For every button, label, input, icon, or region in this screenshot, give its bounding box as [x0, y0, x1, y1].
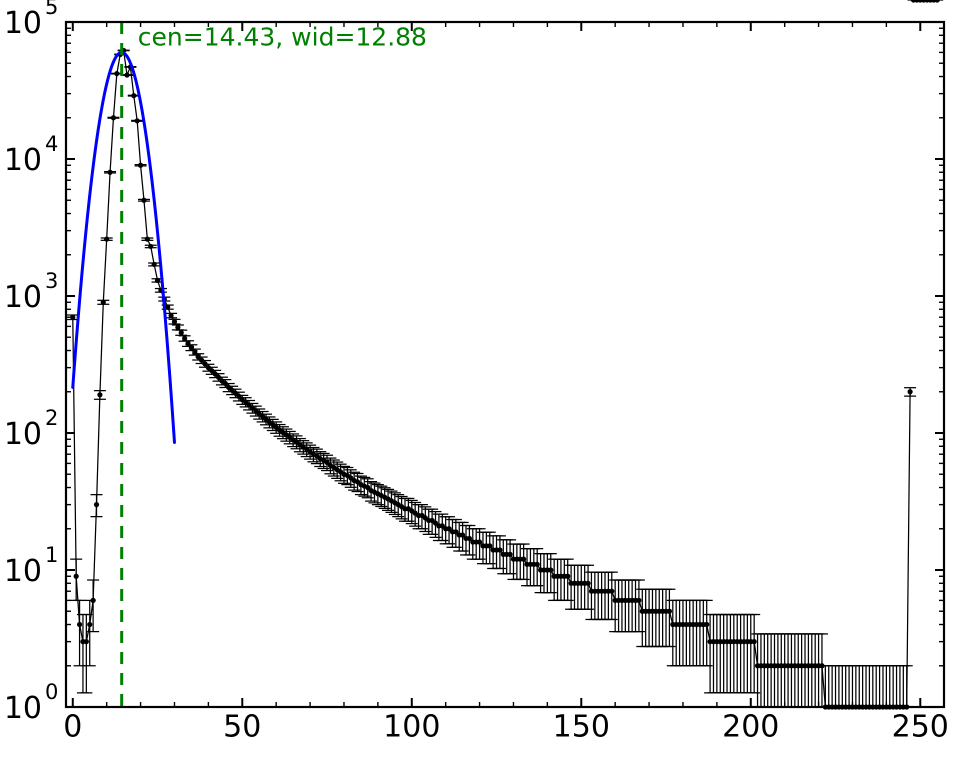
svg-text:5: 5	[45, 0, 58, 19]
svg-text:10: 10	[4, 417, 42, 452]
svg-text:10: 10	[4, 691, 42, 726]
x-tick-label: 150	[553, 710, 610, 745]
y-tick-label: 10 4	[4, 132, 59, 178]
svg-text:10: 10	[4, 6, 42, 41]
x-tick-label: 250	[892, 710, 949, 745]
axis-ticks	[66, 21, 944, 708]
fit-annotation: cen=14.43, wid=12.88	[138, 22, 427, 51]
gaussian-fit-curve	[71, 50, 176, 444]
svg-text:0: 0	[45, 680, 58, 704]
svg-text:2: 2	[45, 406, 58, 430]
y-tick-label: 10 1	[4, 543, 59, 589]
x-tick-label: 0	[63, 710, 82, 745]
x-tick-label: 200	[722, 710, 779, 745]
svg-text:10: 10	[4, 143, 42, 178]
svg-text:10: 10	[4, 554, 42, 589]
y-tick-label: 10 5	[4, 0, 59, 41]
y-tick-label: 10 0	[4, 680, 59, 726]
svg-text:3: 3	[45, 269, 58, 293]
svg-text:4: 4	[45, 132, 58, 156]
y-tick-label: 10 3	[4, 269, 59, 315]
axes-frame	[64, 20, 946, 709]
x-tick-label: 100	[383, 710, 440, 745]
data-series-errorbars	[66, 0, 944, 710]
svg-text:1: 1	[45, 543, 58, 567]
svg-text:10: 10	[4, 280, 42, 315]
x-tick-label: 50	[223, 710, 261, 745]
fit-annotation-text: cen=14.43, wid=12.88	[138, 22, 427, 51]
y-tick-label: 10 2	[4, 406, 59, 452]
